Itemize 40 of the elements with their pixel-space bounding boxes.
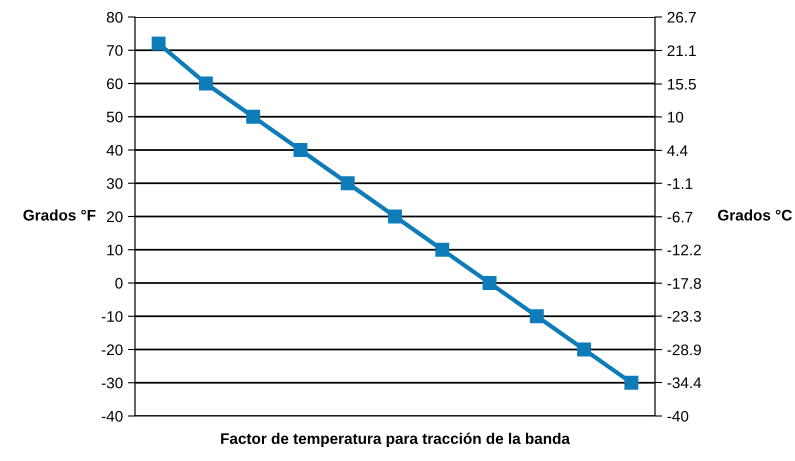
- y2-tick-label: 10: [668, 112, 684, 123]
- y2-tick-label: -23.3: [667, 310, 701, 322]
- y2-tick-label: -1.1: [667, 178, 692, 189]
- point: [294, 143, 308, 157]
- y2-axis-title: Grados °C: [718, 209, 792, 221]
- y2-tick-label: -12.2: [667, 244, 701, 256]
- y-tick-label: 60: [106, 78, 123, 90]
- point: [388, 210, 402, 224]
- y2-tick-label: -6.7: [667, 212, 692, 222]
- y-tick-label: 40: [106, 144, 123, 156]
- y2-tick-label: -17.8: [667, 278, 701, 289]
- y2-tick-label: -34.4: [667, 377, 702, 388]
- y-tick-label: -10: [102, 311, 123, 322]
- y2-tick-label: 4.4: [667, 145, 688, 156]
- y-tick-label: 0: [115, 278, 123, 289]
- y2-tick-label: -28.9: [667, 344, 701, 356]
- y-tick-label: 20: [106, 211, 123, 222]
- x-axis-title: Factor de temperatura para tracción de la banda: [221, 432, 570, 448]
- point: [530, 309, 544, 324]
- point: [482, 276, 496, 290]
- y2-tick-label: -40: [667, 410, 688, 422]
- y2-tick-label: 26.7: [668, 12, 696, 23]
- point: [340, 176, 355, 190]
- y-tick-label: 70: [106, 45, 123, 56]
- y-tick-label: 30: [106, 178, 123, 189]
- y-tick-label: -30: [102, 378, 123, 388]
- y-tick-label: -40: [102, 410, 123, 422]
- point: [246, 110, 260, 124]
- point: [435, 242, 450, 257]
- y2-tick-label: 15.5: [668, 79, 696, 90]
- point: [198, 76, 213, 90]
- y-tick-label: 50: [106, 112, 123, 122]
- y2-tick-label: 21.1: [668, 45, 696, 56]
- y-tick-label: 80: [106, 12, 123, 23]
- point: [624, 376, 638, 390]
- y-tick-label: 10: [107, 244, 123, 256]
- point: [577, 342, 592, 356]
- point: [152, 36, 166, 51]
- y-axis-title: Grados °F: [23, 209, 96, 221]
- y-tick-label: -20: [102, 344, 123, 356]
